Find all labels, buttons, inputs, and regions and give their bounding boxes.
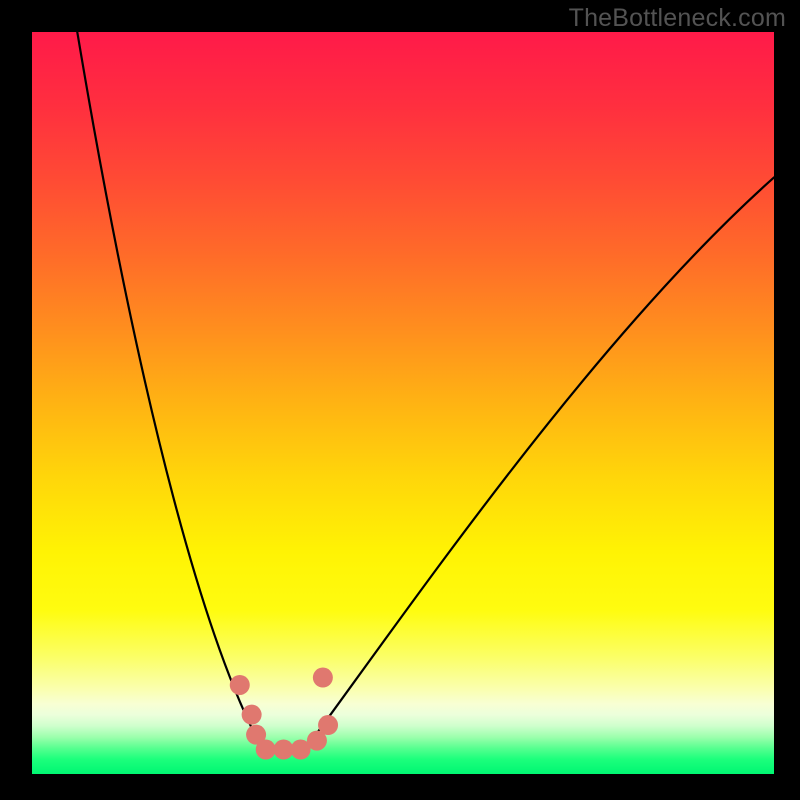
data-marker xyxy=(274,740,294,760)
curve-layer xyxy=(32,32,774,774)
plot-area xyxy=(32,32,774,774)
bottleneck-curve xyxy=(77,32,774,750)
data-marker xyxy=(318,715,338,735)
watermark-text: TheBottleneck.com xyxy=(569,4,786,33)
data-marker xyxy=(242,705,262,725)
data-marker xyxy=(313,668,333,688)
data-marker xyxy=(256,740,276,760)
data-marker xyxy=(230,675,250,695)
